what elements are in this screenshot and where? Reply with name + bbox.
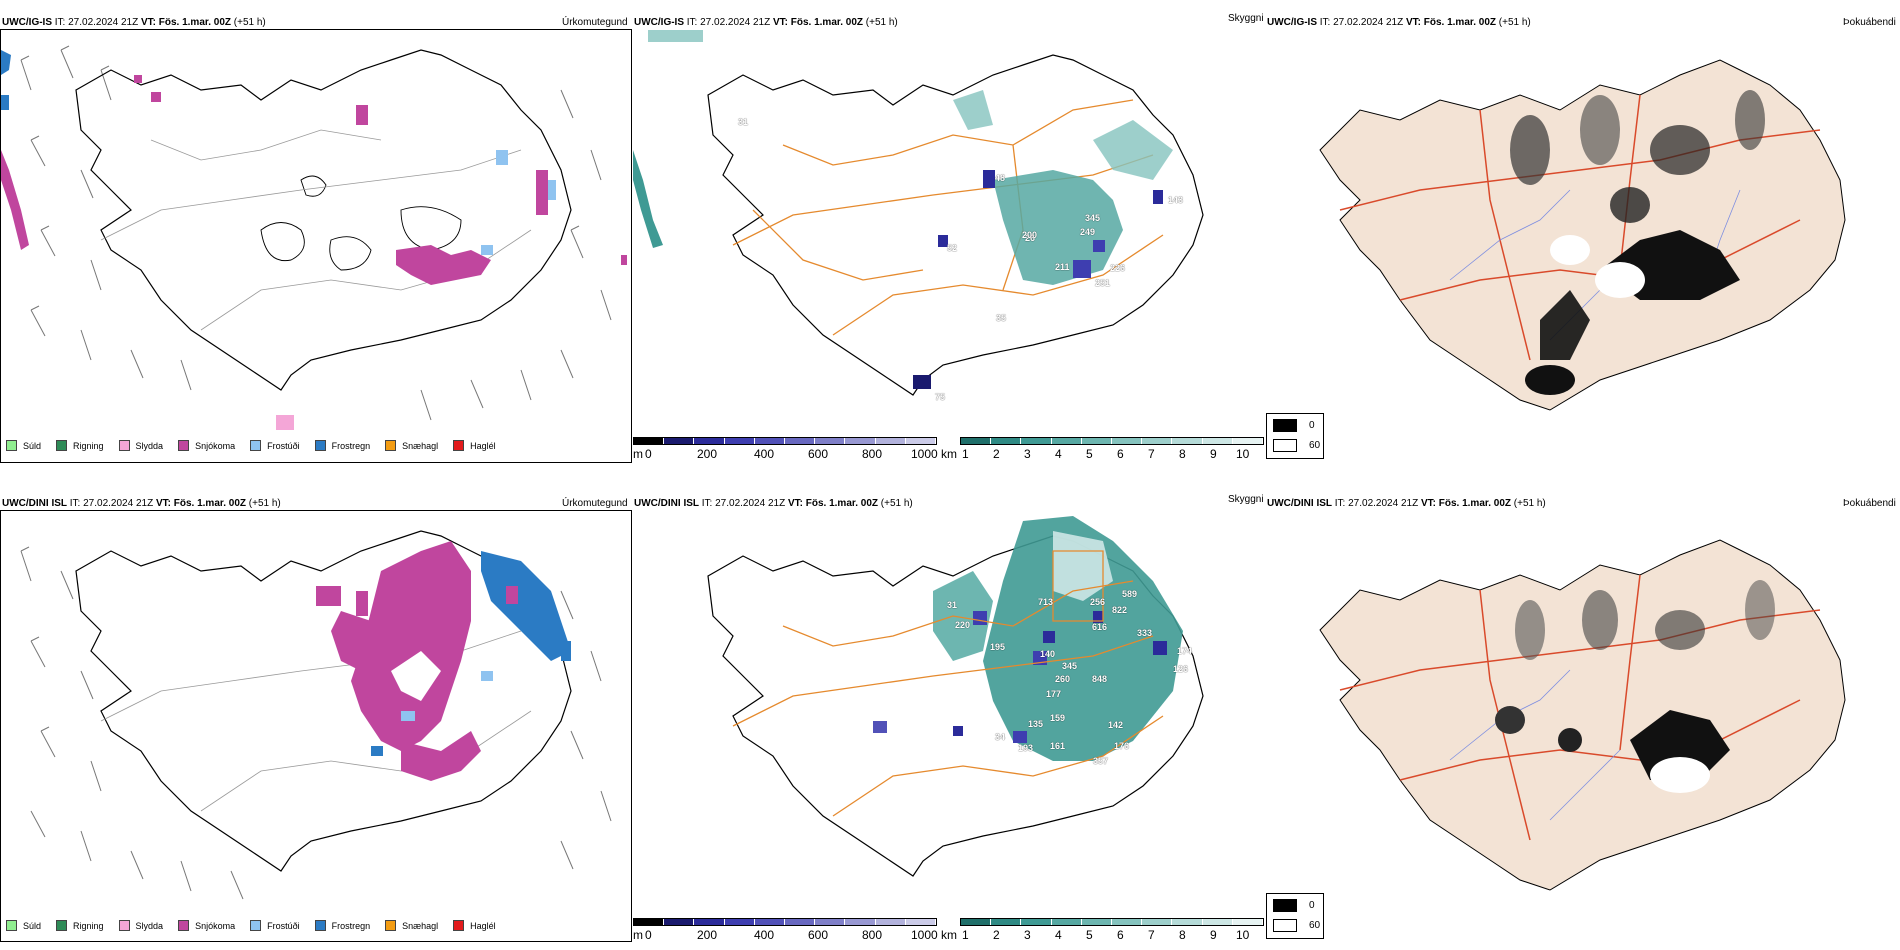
fog-map-1 bbox=[1319, 59, 1846, 411]
panel-title-fog: Þokuábendi bbox=[1843, 17, 1896, 28]
precip-map-frame-2 bbox=[0, 510, 632, 942]
fog-dark-areas-2 bbox=[1495, 580, 1775, 793]
legend-item-frostudi: Frostúði bbox=[250, 440, 300, 451]
panel-header-precip-2: UWC/DINI ISL IT: 27.02.2024 21Z VT: Fös.… bbox=[2, 498, 281, 509]
legend-item-frostregn: Frostregn bbox=[314, 440, 370, 451]
visibility-map-1 bbox=[633, 30, 1204, 396]
roads bbox=[100, 129, 532, 331]
visibility-roads bbox=[732, 99, 1164, 336]
precip-legend-2: Súld Rigning Slydda Snjókoma Frostúði Fr… bbox=[6, 920, 511, 931]
legend-item-rigning: Rigning bbox=[56, 440, 104, 451]
precip-areas bbox=[1, 50, 627, 430]
visibility-colorbar-m-1 bbox=[633, 437, 937, 445]
panel-header-visibility-2: UWC/DINI ISL IT: 27.02.2024 21Z VT: Fös.… bbox=[634, 498, 913, 509]
legend-item-snjokoma: Snjókoma bbox=[178, 440, 235, 451]
iceland-coast bbox=[75, 49, 572, 391]
panel-header-fog-1: UWC/IG-IS IT: 27.02.2024 21Z VT: Fös. 1.… bbox=[1267, 17, 1531, 28]
fog-land bbox=[1319, 59, 1846, 411]
panel-title-precip-2: Úrkomutegund bbox=[562, 498, 628, 509]
panel-title-visibility-2: Skyggni bbox=[1228, 494, 1264, 505]
panel-header-visibility-1: UWC/IG-IS IT: 27.02.2024 21Z VT: Fös. 1.… bbox=[634, 17, 898, 28]
panel-title-precip: Úrkomutegund bbox=[562, 17, 628, 28]
panel-title-visibility: Skyggni bbox=[1228, 13, 1264, 24]
model-name: UWC/IG-IS bbox=[2, 17, 52, 28]
iceland-coast-2 bbox=[75, 530, 572, 872]
precip-map-1 bbox=[1, 45, 627, 430]
panel-title-fog-2: Þokuábendi bbox=[1843, 498, 1896, 509]
precip-legend-1: Súld Rigning Slydda Snjókoma Frostúði Fr… bbox=[6, 440, 511, 451]
wind-barbs-2 bbox=[20, 546, 612, 900]
roads-2 bbox=[100, 630, 532, 812]
visibility-roads-2 bbox=[732, 550, 1164, 817]
panel-header-fog-2: UWC/DINI ISL IT: 27.02.2024 21Z VT: Fös.… bbox=[1267, 498, 1546, 509]
fog-legend-2: 0 60 bbox=[1266, 893, 1324, 939]
legend-item-haglel: Haglél bbox=[453, 440, 496, 451]
visibility-coast bbox=[707, 54, 1204, 396]
precip-map-2 bbox=[20, 530, 612, 900]
legend-item-slydda: Slydda bbox=[118, 440, 163, 451]
fog-dark-areas bbox=[1510, 90, 1765, 395]
visibility-fields-2 bbox=[873, 516, 1183, 761]
visibility-colorbar-km-2 bbox=[960, 918, 1264, 926]
fog-legend-1: 0 60 bbox=[1266, 413, 1324, 459]
glaciers bbox=[260, 175, 462, 271]
panel-header-precip-1: UWC/IG-IS IT: 27.02.2024 21Z VT: Fös. 1.… bbox=[2, 17, 266, 28]
visibility-fields bbox=[633, 30, 1173, 389]
visibility-map-2 bbox=[707, 516, 1204, 877]
fog-roads-2 bbox=[1339, 574, 1821, 841]
fog-map-2 bbox=[1319, 539, 1846, 891]
legend-item-snaehagl: Snæhagl bbox=[385, 440, 438, 451]
legend-item-sudl: Súld bbox=[6, 440, 41, 451]
precip-map-frame bbox=[0, 29, 632, 463]
visibility-colorbar-m-2 bbox=[633, 918, 937, 926]
precip-areas-2 bbox=[316, 541, 571, 781]
wind-barbs bbox=[20, 45, 612, 421]
visibility-colorbar-km-1 bbox=[960, 437, 1264, 445]
